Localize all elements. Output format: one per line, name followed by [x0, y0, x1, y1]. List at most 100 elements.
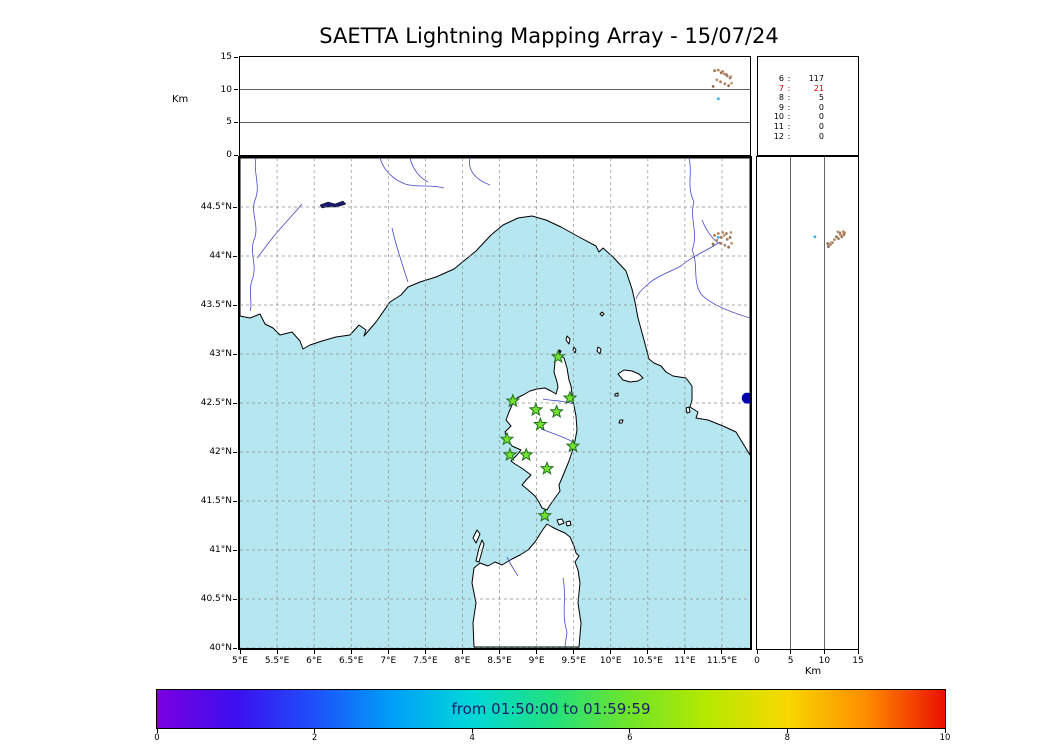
- lon-tickmark: [573, 650, 575, 654]
- lon-tick-label: 6.5°E: [338, 656, 364, 666]
- small-islet: [565, 335, 571, 345]
- count-row: 10: 0: [770, 112, 824, 122]
- event-dot: [722, 72, 726, 76]
- river-po-tributary: [469, 158, 491, 186]
- count-value: 0: [818, 102, 824, 112]
- lon-tickmark: [276, 650, 278, 654]
- lightning-events-latitude-view: [813, 230, 846, 248]
- event-dot: [721, 231, 725, 234]
- event-dot: [715, 238, 719, 242]
- event-dot: [833, 238, 836, 242]
- alt-tickmark-top: [234, 154, 238, 156]
- event-dot: [723, 243, 727, 247]
- figure-title: SAETTA Lightning Mapping Array - 15/07/2…: [319, 24, 779, 48]
- giglio-island: [685, 406, 691, 414]
- lon-tickmark: [684, 650, 686, 654]
- lon-tickmark: [239, 650, 241, 654]
- colorbar-tick-label: 4: [469, 733, 475, 743]
- colorbar-tickmark: [786, 729, 788, 733]
- event-dot: [723, 82, 727, 86]
- river-durance: [256, 203, 303, 259]
- lat-tickmark: [233, 647, 237, 649]
- alt-tickmark-right: [790, 650, 792, 654]
- lat-tickmark: [233, 549, 237, 551]
- lat-tick-label: 42.5°N: [200, 398, 232, 408]
- event-dot: [841, 230, 845, 234]
- event-dot: [730, 81, 733, 85]
- giraglia-islet: [558, 349, 562, 354]
- alt-tick-label-right: 10: [818, 656, 831, 666]
- station-star: [562, 390, 578, 405]
- colorbar-tick-label: 8: [784, 733, 791, 743]
- event-dot: [716, 232, 720, 235]
- lon-tick-label: 5°E: [232, 656, 248, 666]
- lon-tick-label: 8.5°E: [487, 656, 512, 666]
- lon-tickmark: [536, 650, 538, 654]
- count-colon: :: [787, 131, 791, 141]
- altitude-longitude-plot: [240, 68, 750, 123]
- lon-tick-label: 10.5°E: [632, 656, 663, 666]
- lake-bolsena-marker: [741, 392, 750, 404]
- corsica: [504, 354, 578, 511]
- lat-tick-label: 40°N: [209, 643, 232, 653]
- lakes: [319, 200, 347, 209]
- count-label: 12: [773, 131, 784, 141]
- station-star: [505, 393, 521, 408]
- alt-tickmark-right: [756, 650, 758, 654]
- lat-tick-label: 41.5°N: [200, 496, 232, 506]
- count-colon: :: [787, 112, 791, 122]
- lon-tick-label: 8°E: [454, 656, 471, 666]
- asinara-island: [472, 529, 481, 544]
- event-dot: [729, 75, 733, 78]
- event-dot: [719, 80, 722, 84]
- colorbar-tick-label: 10: [939, 733, 951, 743]
- latitude-altitude-panel: [756, 156, 859, 650]
- count-row: 8: 5: [770, 93, 824, 103]
- station-star: [565, 438, 581, 453]
- small-islet: [572, 346, 577, 354]
- lon-tickmark: [461, 650, 463, 654]
- event-dot: [730, 241, 733, 245]
- station-star: [502, 447, 518, 462]
- lat-tick-label: 40.5°N: [200, 594, 232, 604]
- lat-tick-label: 42°N: [209, 447, 232, 457]
- event-dot: [725, 73, 728, 76]
- station-star: [518, 447, 534, 462]
- lat-tick-label: 43°N: [209, 349, 232, 359]
- event-dot: [727, 245, 730, 249]
- lon-tickmark: [313, 650, 315, 654]
- lightning-events-altitude-view: [711, 68, 733, 101]
- colorbar-tick-label: 0: [154, 733, 160, 743]
- geographic-map: [240, 158, 750, 648]
- stintino-peninsula: [475, 539, 485, 563]
- count-value: 0: [818, 121, 824, 131]
- alt-tick-label-top: 10: [220, 84, 232, 95]
- lat-tick-label: 41°N: [209, 545, 232, 555]
- count-value: 5: [818, 93, 824, 103]
- lon-tickmark: [610, 650, 612, 654]
- colorbar-tickmark: [314, 729, 316, 733]
- count-label: 7: [778, 83, 784, 93]
- lat-tickmark: [233, 598, 237, 600]
- river-tiber: [688, 158, 750, 319]
- count-colon: :: [787, 74, 791, 83]
- lon-tick-label: 9°E: [528, 656, 545, 666]
- colorbar-tick-label: 2: [311, 733, 318, 743]
- colorbar-tickmark: [944, 729, 946, 733]
- alt-tickmark-right: [857, 650, 859, 654]
- alt-tickmark-top: [234, 56, 238, 58]
- river-po-tributary: [409, 158, 429, 183]
- count-label: 6: [778, 74, 784, 83]
- altitude-gridlines: [790, 157, 825, 649]
- event-dot: [722, 234, 726, 237]
- count-row: 12: 0: [770, 132, 824, 142]
- colorbar-tickmark: [471, 729, 473, 733]
- gorgona-island: [599, 311, 605, 317]
- count-colon: :: [787, 93, 791, 103]
- colorbar-tick-label: 6: [627, 733, 633, 743]
- event-dot: [721, 70, 725, 73]
- lon-tick-label: 5.5°E: [264, 656, 290, 666]
- lat-tickmark: [233, 402, 237, 404]
- event-dot: [716, 236, 720, 239]
